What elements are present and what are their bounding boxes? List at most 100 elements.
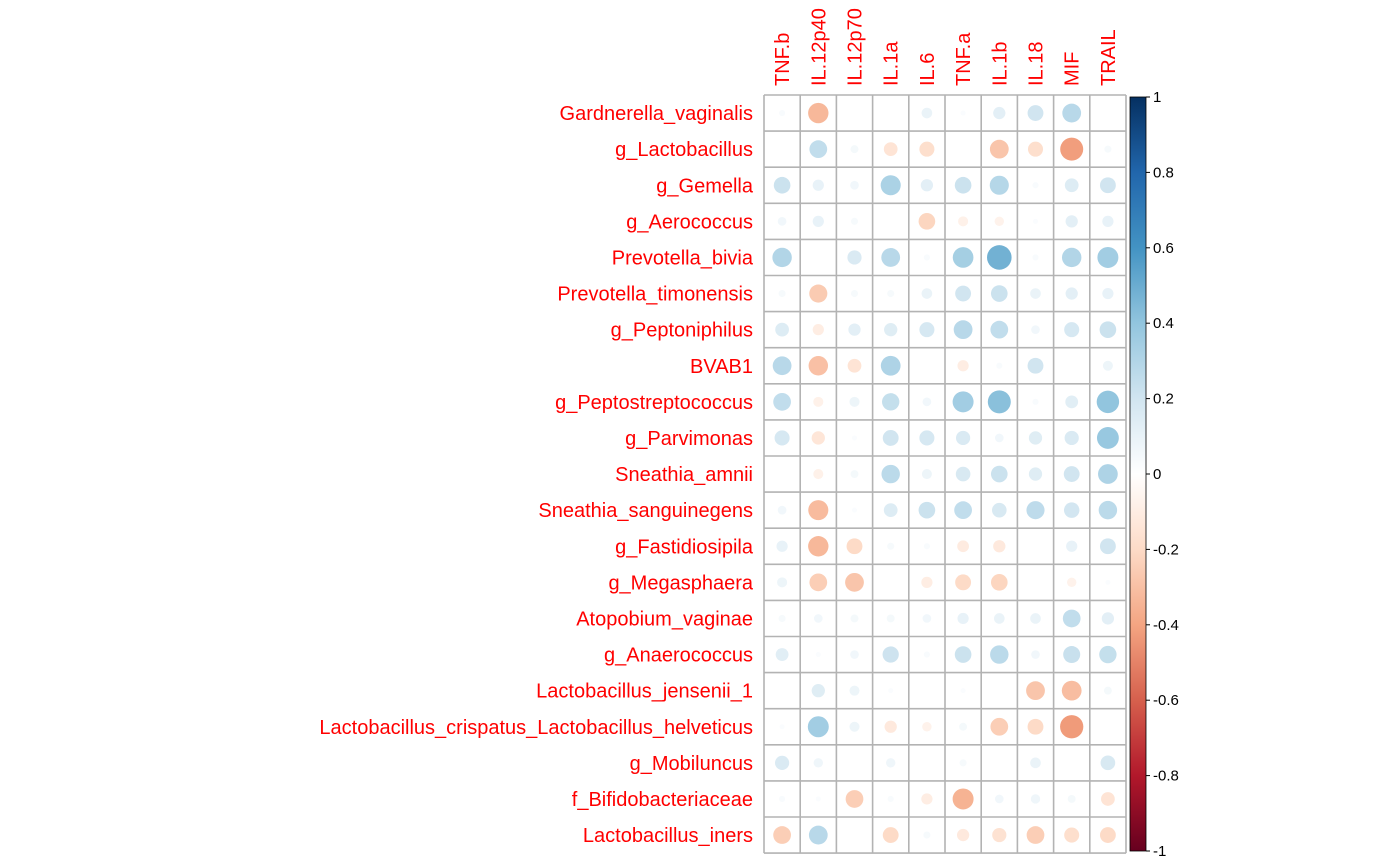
- correlation-circle: [888, 688, 894, 694]
- correlation-circle: [953, 320, 973, 340]
- correlation-circle: [1064, 178, 1079, 193]
- correlation-circle: [775, 755, 790, 770]
- correlation-circle: [850, 470, 859, 479]
- correlation-circle: [954, 176, 972, 194]
- colorbar-gradient: [1129, 96, 1147, 852]
- colorbar-tick-label: 0: [1153, 466, 1161, 483]
- correlation-circle: [1064, 827, 1080, 843]
- colorbar-tick-label: 0.6: [1153, 240, 1174, 257]
- correlation-circle: [1097, 246, 1119, 268]
- row-label: g_Megasphaera: [608, 572, 753, 594]
- correlation-circle: [886, 614, 895, 623]
- correlation-circle: [993, 540, 1006, 553]
- row-label: g_Anaerococcus: [604, 645, 753, 667]
- correlation-circle: [954, 646, 972, 663]
- correlation-circle: [1104, 145, 1112, 153]
- correlation-circle: [1028, 467, 1043, 481]
- correlation-circle: [773, 826, 791, 844]
- correlation-circle: [957, 360, 969, 372]
- correlation-circle: [1062, 103, 1082, 123]
- correlation-circle: [956, 430, 971, 446]
- correlation-circle: [1105, 579, 1111, 585]
- correlation-circle: [960, 688, 966, 694]
- column-label: IL.18: [1026, 42, 1048, 86]
- correlation-circle: [1027, 718, 1044, 735]
- correlation-circle: [812, 324, 824, 336]
- correlation-circle: [812, 215, 824, 227]
- correlation-circle: [1099, 827, 1116, 843]
- correlation-circle: [775, 648, 789, 661]
- correlation-circle: [954, 501, 972, 520]
- row-label: Prevotella_timonensis: [557, 284, 753, 306]
- correlation-circle: [1026, 681, 1045, 701]
- correlation-circle: [779, 724, 785, 730]
- row-label: g_Fastidiosipila: [615, 536, 754, 558]
- correlation-circle: [952, 788, 974, 810]
- correlation-circle: [881, 464, 900, 484]
- correlation-circle: [990, 465, 1008, 483]
- correlation-circle: [1030, 613, 1041, 624]
- correlation-circle: [779, 795, 786, 803]
- correlation-circle: [919, 430, 935, 446]
- correlation-circle: [923, 831, 931, 839]
- correlation-circle: [812, 179, 824, 191]
- color-legend: 1 0.8 0.6 0.4 0.2 0 -0.2 -0.4 -0.6 -0.8 -1: [1129, 89, 1179, 860]
- correlation-circle: [813, 396, 824, 407]
- correlation-circle: [883, 142, 898, 157]
- correlation-circle: [850, 217, 859, 225]
- correlation-circle: [1099, 645, 1117, 664]
- correlation-circle: [777, 217, 787, 226]
- correlation-circle: [851, 435, 858, 441]
- correlation-circle: [1064, 322, 1080, 338]
- correlation-circle: [846, 538, 863, 555]
- row-label: g_Mobiluncus: [630, 753, 753, 775]
- colorbar-tick-label: -0.4: [1153, 617, 1179, 634]
- correlation-circle: [1032, 182, 1039, 189]
- correlation-circle: [847, 358, 862, 373]
- correlation-circle: [884, 323, 898, 337]
- correlation-circle: [1030, 288, 1041, 299]
- column-label: IL.12p70: [845, 8, 867, 86]
- row-label: Lactobacillus_iners: [583, 825, 753, 847]
- correlation-circle: [880, 175, 901, 196]
- correlation-circle: [778, 614, 786, 622]
- correlation-circle: [850, 180, 859, 190]
- correlation-circle: [919, 322, 935, 338]
- correlation-circle: [1032, 254, 1039, 261]
- correlation-circle: [809, 140, 828, 159]
- correlation-circle: [990, 285, 1008, 302]
- correlation-circle: [990, 645, 1009, 664]
- correlation-circle: [774, 430, 790, 446]
- correlation-circle: [921, 107, 933, 119]
- correlation-circle: [1031, 325, 1040, 334]
- correlation-circle: [882, 393, 900, 411]
- correlation-circle: [850, 614, 859, 623]
- correlation-circle: [808, 102, 829, 124]
- correlation-circle: [773, 392, 791, 411]
- correlation-circle: [808, 536, 829, 557]
- correlation-circle: [850, 290, 859, 298]
- correlation-circle: [991, 502, 1007, 518]
- row-label: Gardnerella_vaginalis: [560, 103, 753, 125]
- correlation-circle: [887, 542, 895, 550]
- correlation-circle: [989, 175, 1009, 195]
- correlation-circle: [1065, 395, 1079, 409]
- correlation-circle: [1030, 757, 1041, 769]
- correlation-circle: [850, 145, 859, 154]
- row-label: Prevotella_bivia: [612, 247, 754, 269]
- correlation-circle: [923, 254, 930, 261]
- correlation-circle: [1061, 680, 1082, 701]
- correlation-circle: [1098, 500, 1118, 520]
- correlation-circle: [923, 543, 930, 550]
- correlation-circle: [996, 362, 1003, 369]
- correlation-circle: [1096, 390, 1120, 414]
- column-label: IL.1a: [881, 41, 903, 86]
- correlation-circle: [987, 245, 1012, 270]
- correlation-circle: [809, 573, 828, 592]
- correlation-circle: [1103, 686, 1112, 695]
- correlation-circle: [808, 825, 828, 845]
- correlation-circle: [920, 179, 934, 192]
- correlation-circle: [994, 794, 1004, 804]
- correlation-circle: [1066, 540, 1078, 552]
